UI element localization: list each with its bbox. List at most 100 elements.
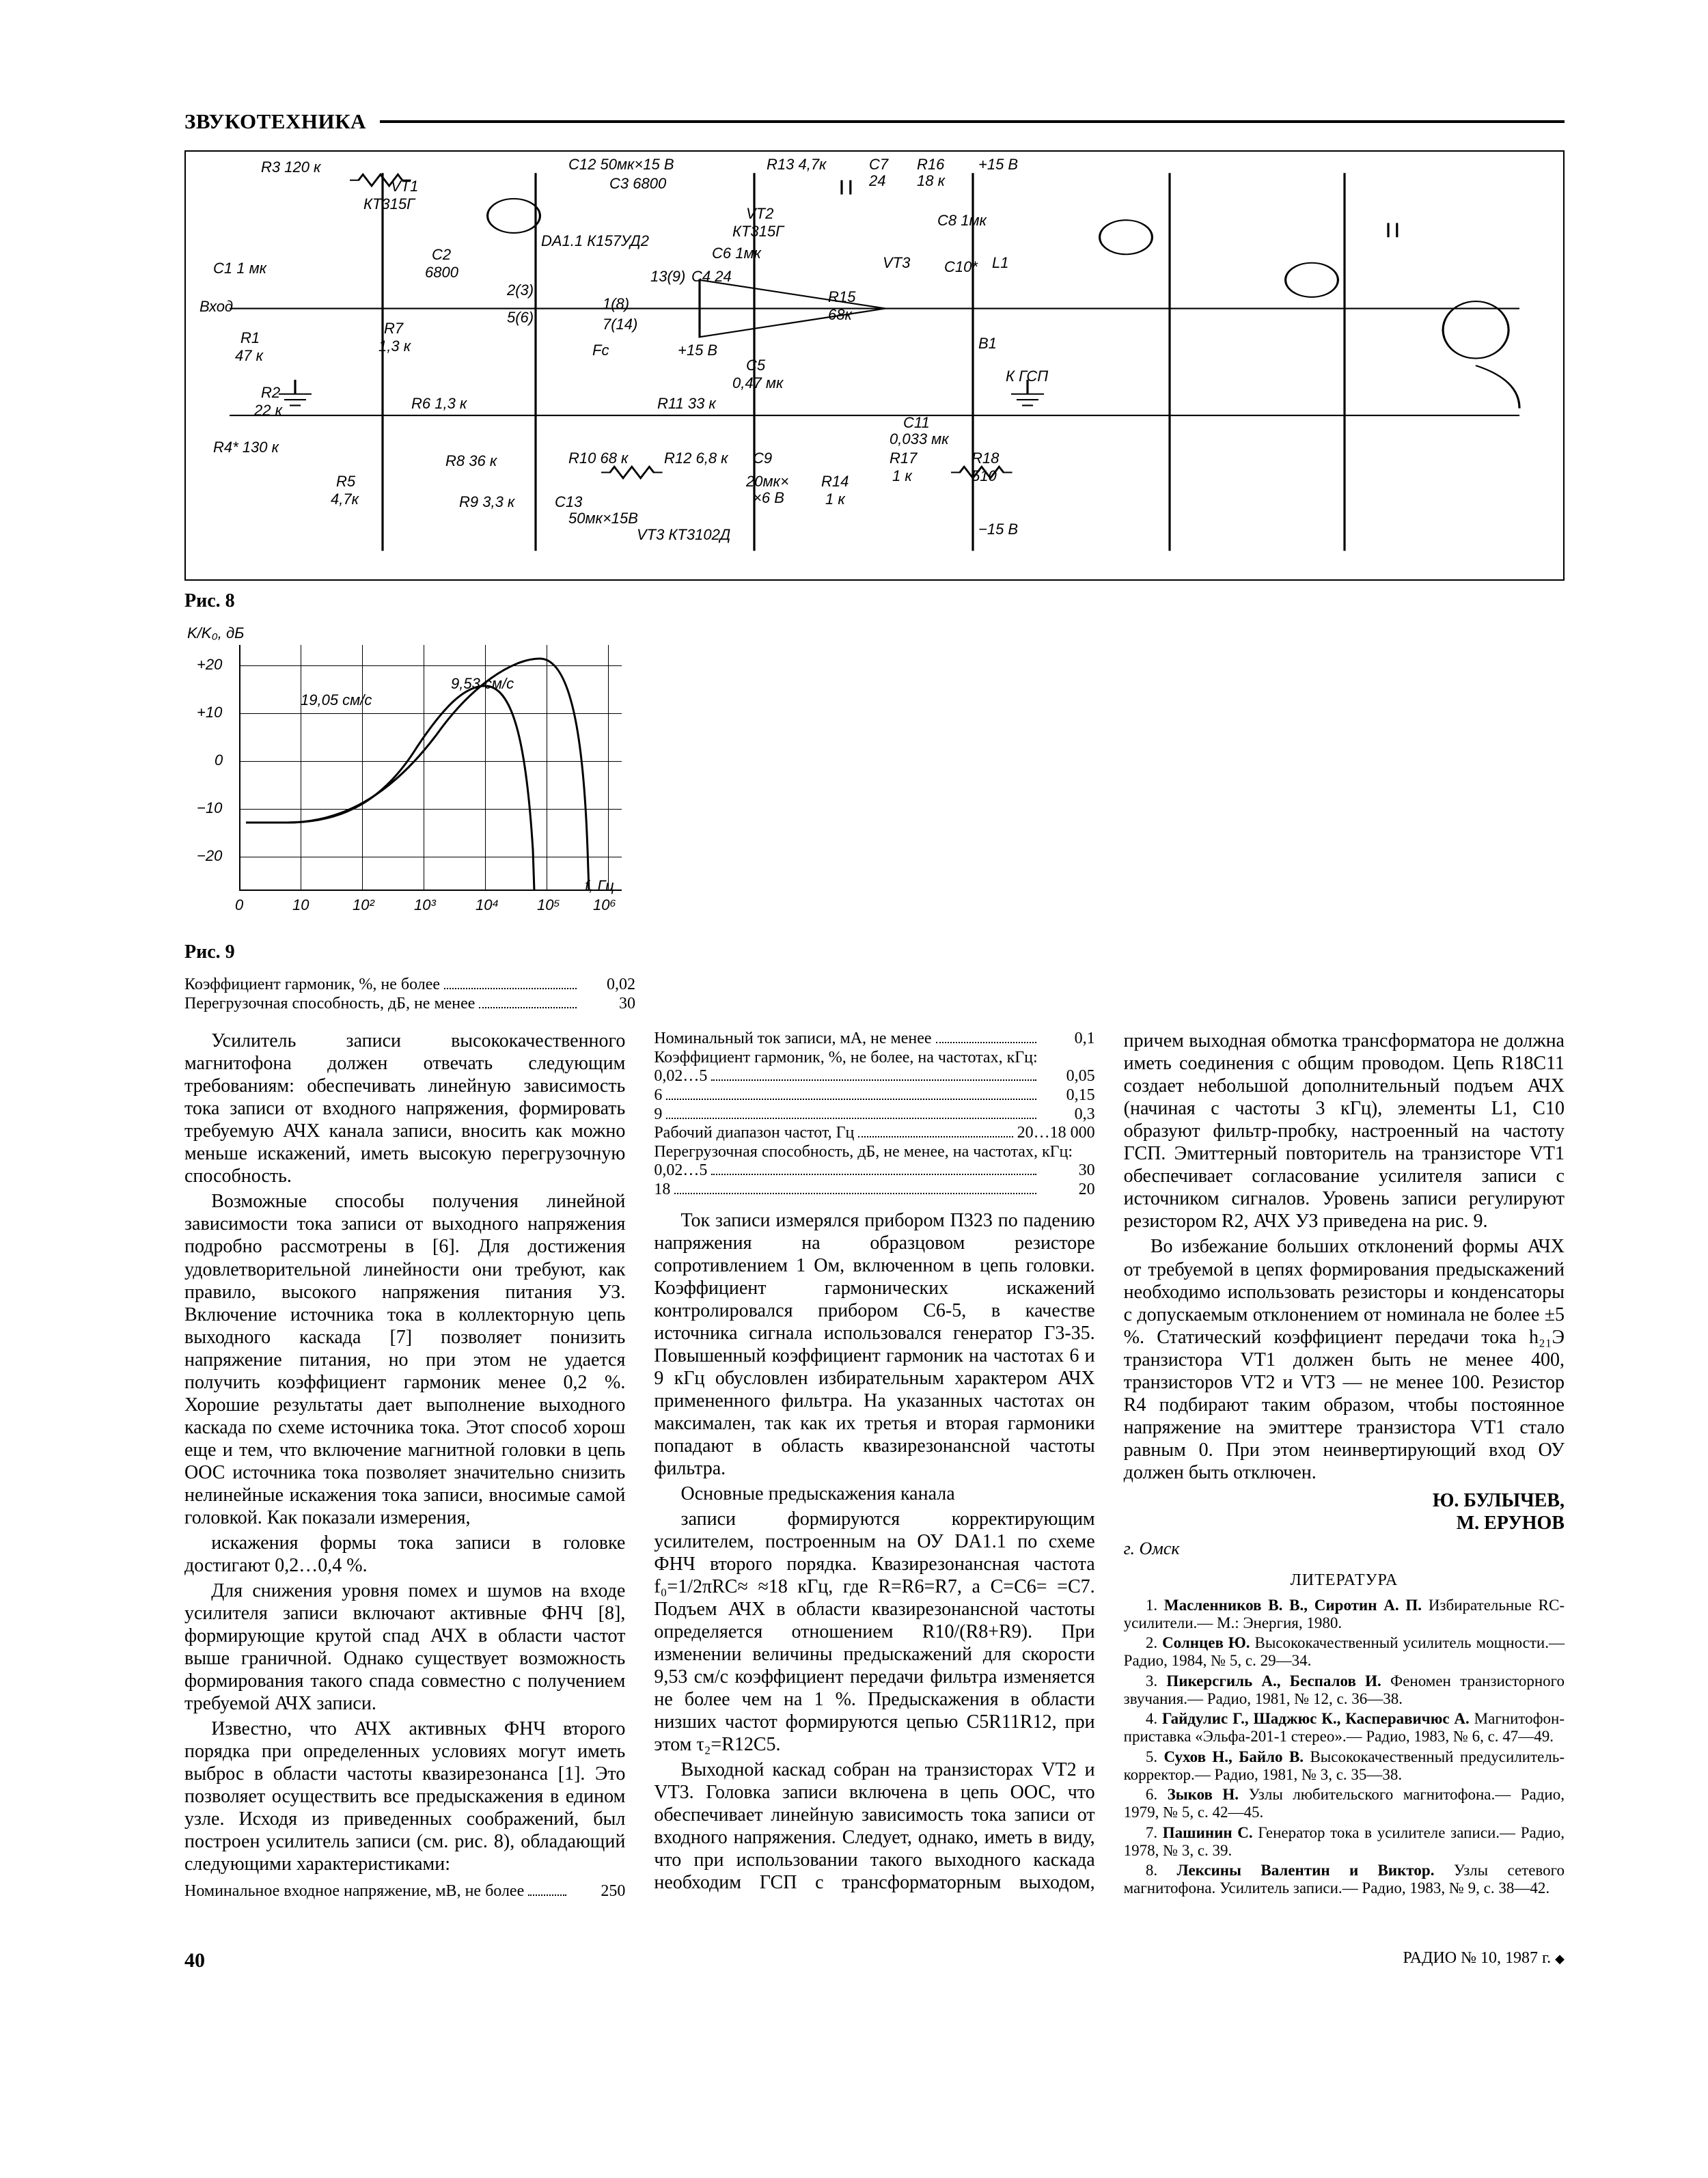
schematic-label: C11 <box>903 414 930 432</box>
spec-block-1: Коэффициент гармоник, %, не более0,02Пер… <box>184 976 635 1013</box>
schematic-label: 7(14) <box>603 316 637 333</box>
schematic-label: R17 <box>890 450 917 467</box>
authors: Ю. БУЛЫЧЕВ,М. ЕРУНОВ <box>1124 1489 1565 1534</box>
body-paragraph: записи формируются корректирующим усилит… <box>654 1508 1094 1756</box>
schematic-label: R11 33 к <box>657 395 716 413</box>
schematic-label: КТ315Г <box>363 195 415 213</box>
legend1: 19,05 см/с <box>301 691 372 709</box>
spec-label: Перегрузочная способность, дБ, не менее <box>184 995 475 1014</box>
spec-dots <box>444 988 577 989</box>
schematic-label: VT2 <box>746 205 773 223</box>
body-paragraph: Основные предыскажения канала <box>654 1483 1094 1505</box>
schematic-label: 1,3 к <box>378 337 411 355</box>
body-columns: Усилитель записи высококачественного маг… <box>184 1030 1565 1901</box>
spec-row: Перегрузочная способность, дБ, не менее3… <box>184 995 635 1014</box>
schematic-label: R15 <box>828 288 855 306</box>
spec-dots <box>666 1099 1036 1100</box>
ytick: −20 <box>197 847 222 865</box>
spec-row: 1820 <box>654 1181 1094 1200</box>
literature-heading: ЛИТЕРАТУРА <box>1124 1571 1565 1590</box>
schematic-label: C5 <box>746 357 765 374</box>
ytick: 0 <box>215 752 223 769</box>
schematic-label: C13 <box>555 493 582 511</box>
spec-label: 9 <box>654 1105 662 1125</box>
schematic-label: R1 <box>240 329 260 347</box>
schematic-label: 5(6) <box>507 309 534 327</box>
schematic-label: R8 36 к <box>445 452 497 470</box>
spec-label: 6 <box>654 1086 662 1105</box>
schematic-label: 20мк× <box>746 473 789 491</box>
ytick: +20 <box>197 656 222 674</box>
body-paragraph: Для снижения уровня помех и шумов на вхо… <box>184 1580 625 1715</box>
spec-label: Коэффициент гармоник, %, не более, на ча… <box>654 1049 1037 1068</box>
schematic-label: 1(8) <box>603 295 629 313</box>
spec-row: Коэффициент гармоник, %, не более0,02 <box>184 976 635 995</box>
literature-item: 5. Сухов Н., Байло В. Высококачественный… <box>1124 1748 1565 1784</box>
literature-item: 6. Зыков Н. Узлы любительского магнитофо… <box>1124 1786 1565 1821</box>
schematic-label: С4 24 <box>691 268 732 286</box>
spec-value: 0,3 <box>1041 1105 1095 1125</box>
schematic-label: R9 3,3 к <box>459 493 514 511</box>
schematic-label: 47 к <box>235 347 263 365</box>
literature-item: 1. Масленников В. В., Сиротин А. П. Изби… <box>1124 1597 1565 1632</box>
schematic-label: 13(9) <box>650 268 685 286</box>
schematic-label: +15 В <box>978 156 1018 174</box>
spec-dots <box>674 1193 1036 1194</box>
schematic-wires <box>186 152 1563 579</box>
schematic-label: 0,033 мк <box>890 430 949 448</box>
page-number: 40 <box>184 1949 205 1972</box>
schematic-box: R3 120 кVT1КТ315ГC12 50мк×15 ВC3 6800R13… <box>184 150 1565 581</box>
y-axis-label: K/K₀, дБ <box>187 624 244 642</box>
spec-row: Рабочий диапазон частот, Гц20…18 000 <box>654 1124 1094 1143</box>
figure9-caption: Рис. 9 <box>184 941 635 963</box>
city: г. Омск <box>1124 1539 1565 1560</box>
literature-item: 2. Солнцев Ю. Высококачественный усилите… <box>1124 1634 1565 1670</box>
schematic-label: R18 <box>972 450 999 467</box>
schematic-label: 1 к <box>825 491 845 508</box>
spec-value: 0,05 <box>1041 1067 1095 1086</box>
spec-value: 250 <box>570 1882 625 1901</box>
xtick: 10³ <box>414 896 436 914</box>
page-footer: 40 РАДИО № 10, 1987 г. ◆ <box>184 1949 1565 1972</box>
spec-dots <box>479 1007 577 1008</box>
schematic-label: R16 <box>917 156 944 174</box>
xtick: 10⁴ <box>476 896 499 914</box>
x-axis-label: f, Гц <box>585 877 614 895</box>
literature-item: 8. Лексины Валентин и Виктор. Узлы сетев… <box>1124 1862 1565 1897</box>
schematic-label: R7 <box>384 320 403 337</box>
spec-row: Коэффициент гармоник, %, не более, на ча… <box>654 1049 1094 1068</box>
graph-curves <box>239 645 622 891</box>
section-header: ЗВУКОТЕХНИКА <box>184 109 1565 134</box>
schematic-label: 68к <box>828 306 852 324</box>
spec-label: 18 <box>654 1181 670 1200</box>
spec-label: Коэффициент гармоник, %, не более <box>184 976 440 995</box>
spec-dots <box>711 1079 1036 1081</box>
literature-item: 4. Гайдулис Г., Шаджюс К., Касперавичюс … <box>1124 1710 1565 1746</box>
schematic-label: L1 <box>992 254 1008 272</box>
spec-row: 60,15 <box>654 1086 1094 1105</box>
spec-value: 0,15 <box>1041 1086 1095 1105</box>
schematic-label: −15 В <box>978 521 1018 538</box>
schematic-label: 6800 <box>425 264 458 281</box>
imprint: РАДИО № 10, 1987 г. ◆ <box>1403 1949 1565 1972</box>
body-paragraph: Известно, что АЧХ активных ФНЧ второго п… <box>184 1718 625 1875</box>
spec-dots <box>858 1136 1013 1138</box>
schematic-label: ×6 В <box>753 489 784 507</box>
body-paragraph: Усилитель записи высококачественного маг… <box>184 1030 625 1187</box>
schematic-label: +15 В <box>678 342 717 359</box>
schematic-label: VT3 КТ3102Д <box>637 526 730 544</box>
spec-row: Перегрузочная способность, дБ, не менее,… <box>654 1143 1094 1162</box>
spec-dots <box>936 1042 1036 1043</box>
xtick: 10⁵ <box>537 896 560 914</box>
body-paragraph: Ток записи измерялся прибором П323 по па… <box>654 1209 1094 1480</box>
graph-column: K/K₀, дБ +20 +10 0 −10 −20 <box>184 624 635 1023</box>
spec-row: Номинальное входное напряжение, мВ, не б… <box>184 1882 625 1901</box>
figure-9-graph: K/K₀, дБ +20 +10 0 −10 −20 <box>184 624 635 925</box>
schematic-label: C9 <box>753 450 772 467</box>
schematic-label: 50мк×15В <box>568 510 638 527</box>
schematic-label: 24 <box>869 172 885 190</box>
schematic-label: 4,7к <box>331 491 359 508</box>
spec-dots <box>711 1174 1036 1175</box>
schematic-label: C12 50мк×15 В <box>568 156 674 174</box>
header-rule <box>380 120 1565 123</box>
